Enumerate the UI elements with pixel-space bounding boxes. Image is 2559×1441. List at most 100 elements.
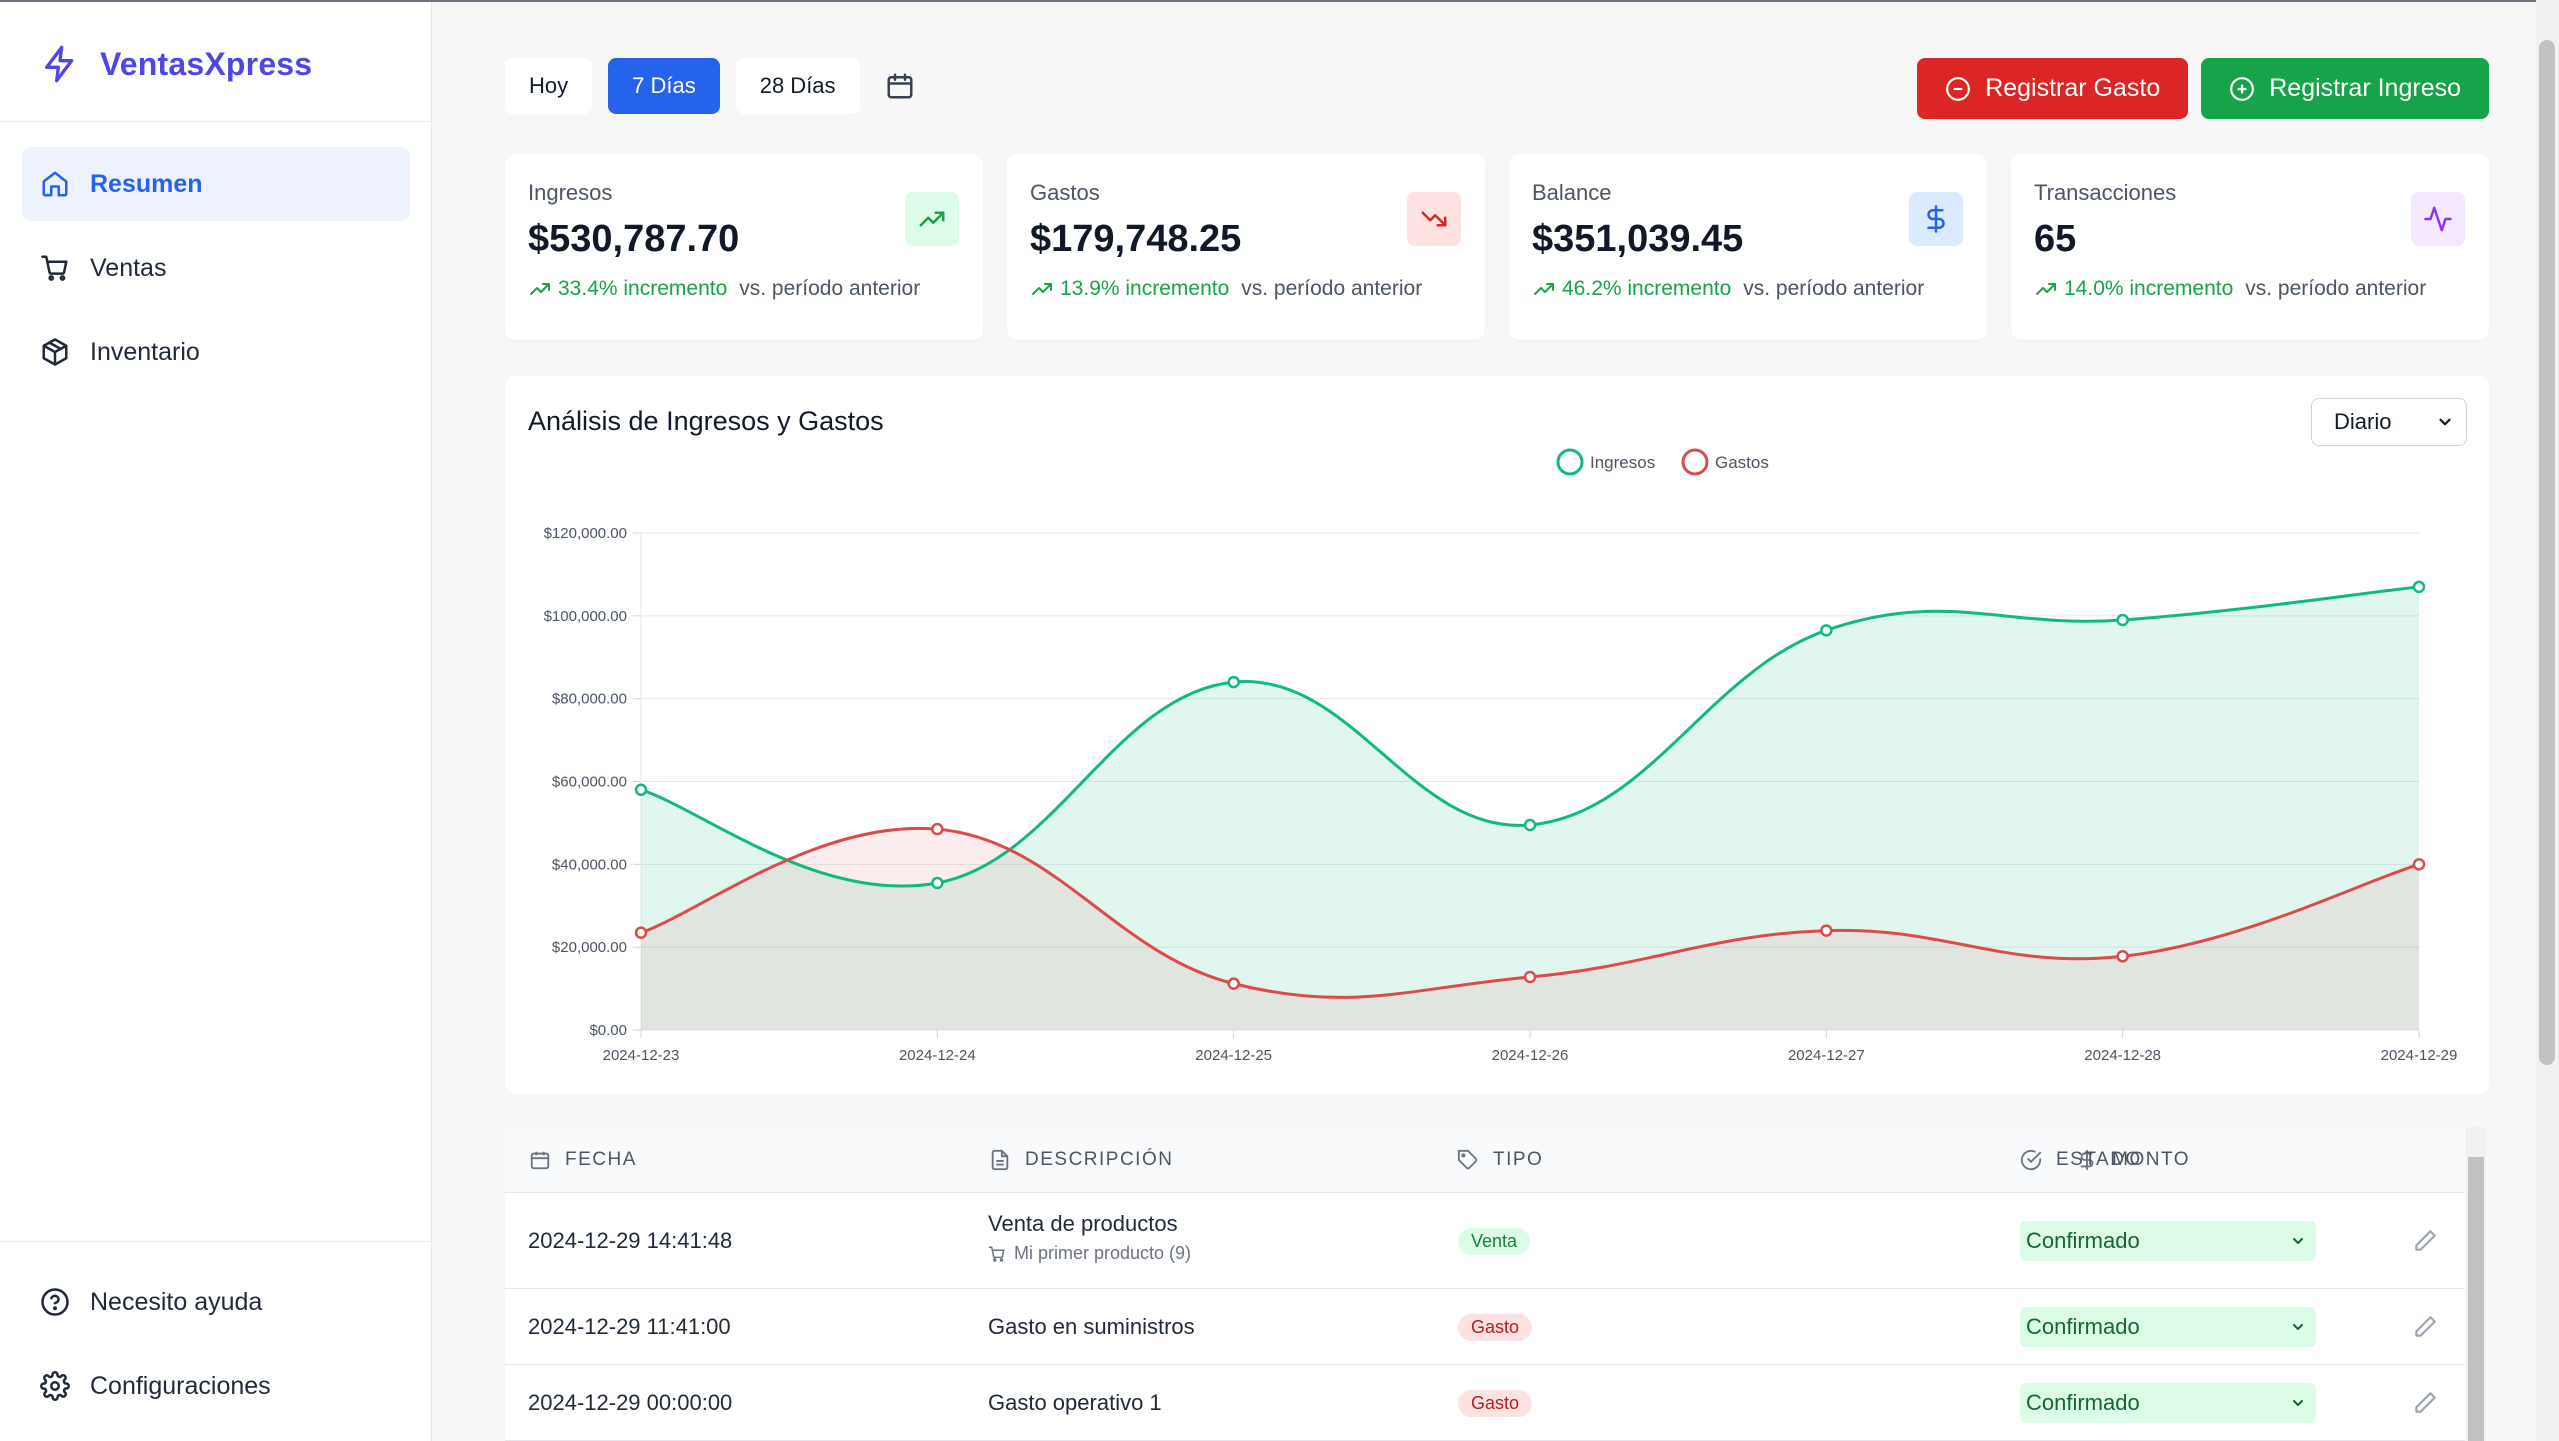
column-header-estado[interactable]: ESTADO [2020,1127,2142,1193]
column-header-monto[interactable]: MONTO [1865,1127,2190,1193]
range-7-days-button[interactable]: 7 Días [608,58,720,114]
status-value: Confirmado [2026,1314,2140,1339]
data-point-ingresos [1820,624,1833,637]
stat-value: $179,748.25 [1030,218,1242,260]
y-tick-label: $0.00 [589,1022,627,1039]
edit-button[interactable] [2412,1193,2438,1289]
row-status-cell: Confirmado [2020,1289,2316,1365]
minus-circle-icon [1946,76,1971,101]
row-status-cell: Confirmado [2020,1193,2316,1289]
data-point-gastos [634,926,648,939]
income-expense-chart: $0.00 $20,000.00 $40,000.00 $60,000.00 $80,0… [544,448,2457,1064]
row-detail-text: Mi primer producto (9) [1014,1243,1192,1263]
x-tick-label: 2024-12-27 [1788,1047,1865,1064]
status-select[interactable]: Confirmado [2020,1383,2316,1423]
table-scrollbar[interactable] [2466,1127,2486,1441]
edit-button[interactable] [2412,1289,2438,1365]
activity-icon [2424,206,2452,232]
row-type-cell: Gasto [1458,1289,1533,1365]
stat-trend: 13.9% incremento [1030,277,1229,301]
type-badge: Gasto [1458,1313,1533,1341]
status-select[interactable]: Confirmado [2020,1307,2316,1347]
column-header-tipo[interactable]: TIPO [1457,1127,1543,1193]
register-expense-button[interactable]: Registrar Gasto [1917,58,2189,119]
row-date: 2024-12-29 14:41:48 [528,1228,733,1253]
column-header-label: MONTO [2112,1149,2190,1170]
pencil-icon [2415,1392,2436,1413]
row-description: Gasto en suministros [988,1314,1195,1339]
range-28-days-button[interactable]: 28 Días [735,58,860,114]
table-row[interactable]: 2024-12-29 11:41:00 Gasto en suministros… [505,1289,2465,1365]
edit-button[interactable] [2412,1365,2438,1441]
stat-card-ingresos: Ingresos $530,787.70 33.4% incremento vs… [505,154,983,340]
stat-cards: Ingresos $530,787.70 33.4% incremento vs… [505,154,2489,340]
page-scrollbar-thumb[interactable] [2539,40,2555,1065]
column-header-label: FECHA [565,1149,637,1170]
cart-icon [41,255,68,281]
sidebar-item-resumen[interactable]: Resumen [22,147,410,221]
trending-up-icon [530,283,550,295]
calendar-icon [530,1151,550,1170]
y-tick-label: $20,000.00 [552,939,627,956]
sidebar-item-label: Ventas [90,253,167,282]
data-point-ingresos [634,783,648,797]
chevron-down-icon [2293,1324,2303,1330]
sidebar-item-label: Resumen [90,169,203,198]
table-scrollbar-thumb[interactable] [2468,1157,2484,1441]
page-scrollbar[interactable] [2536,0,2559,1441]
register-income-button[interactable]: Registrar Ingreso [2201,58,2489,119]
check-circle-icon [2020,1149,2042,1171]
legend-marker [1556,448,1584,476]
date-range-tabs: Hoy 7 Días 28 Días [505,58,924,114]
stat-comparison: vs. período anterior [739,277,921,300]
calendar-button[interactable] [876,58,924,114]
stat-icon-box [2411,192,2465,246]
x-tick-label: 2024-12-24 [899,1047,976,1064]
row-description-cell: Venta de productos Mi primer producto (9… [988,1211,1191,1264]
chart-card: Análisis de Ingresos y Gastos Diario $0.… [505,376,2489,1094]
window-top-border [0,0,2559,2]
table-row[interactable]: 2024-12-29 14:41:48 Venta de productos M… [505,1193,2465,1289]
sidebar-item-inventario[interactable]: Inventario [22,315,410,389]
help-label: Necesito ayuda [90,1287,263,1316]
stat-comparison: vs. período anterior [2245,277,2427,300]
column-header-descripcion[interactable]: DESCRIPCIÓN [989,1127,1173,1193]
column-header-fecha[interactable]: FECHA [529,1127,637,1193]
sidebar: VentasXpress Resumen Ventas Inventario N… [0,2,432,1441]
sidebar-item-ventas[interactable]: Ventas [22,231,410,305]
data-point-gastos [2412,858,2426,871]
range-today-button[interactable]: Hoy [505,58,593,114]
stat-icon-box [1407,192,1461,246]
chart-period-select[interactable]: Diario [2311,398,2467,446]
dollar-icon [2080,1149,2094,1171]
x-tick-label: 2024-12-25 [1195,1047,1272,1064]
status-select[interactable]: Confirmado [2020,1221,2316,1261]
table-row[interactable]: 2024-12-29 00:00:00 Gasto operativo 1 Ga… [505,1365,2465,1441]
register-expense-label: Registrar Gasto [1985,74,2161,102]
data-point-ingresos [2412,580,2426,594]
document-icon [991,1149,1009,1171]
stat-footer: 13.9% incremento vs. período anterior [1030,277,1485,301]
brand[interactable]: VentasXpress [40,40,312,88]
y-tick-label: $60,000.00 [552,774,627,791]
stat-value: $351,039.45 [1532,218,1744,260]
stat-comparison: vs. período anterior [1743,277,1925,300]
row-status-cell: Confirmado [2020,1365,2316,1441]
sidebar-bottom-nav: Necesito ayuda Configuraciones [22,1265,410,1433]
column-header-label: DESCRIPCIÓN [1025,1149,1174,1170]
stat-icon-box [905,192,959,246]
status-value: Confirmado [2026,1390,2140,1415]
row-type-cell: Gasto [1458,1365,1533,1441]
settings-link[interactable]: Configuraciones [22,1349,410,1423]
sidebar-nav: Resumen Ventas Inventario [22,147,410,399]
help-link[interactable]: Necesito ayuda [22,1265,410,1339]
lightning-icon [45,45,74,83]
plus-circle-icon [2230,76,2255,101]
transactions-table: FECHA DESCRIPCIÓN TIPO MONTO ESTADO 2024… [505,1127,2465,1441]
data-point-gastos [2116,950,2129,963]
calendar-icon [887,73,913,99]
stat-card-transacciones: Transacciones 65 14.0% incremento vs. pe… [2011,154,2489,340]
x-tick-label: 2024-12-26 [1492,1047,1569,1064]
stat-trend-text: 33.4% incremento [558,277,728,300]
dollar-icon [1927,205,1945,233]
